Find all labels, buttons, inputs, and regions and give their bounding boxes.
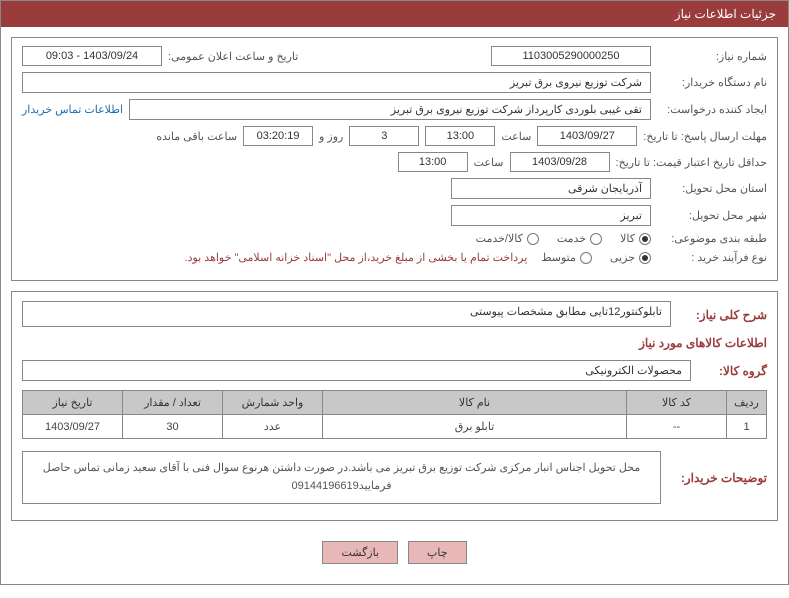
process-medium[interactable]: متوسط [541, 251, 592, 264]
payment-note: پرداخت تمام یا بخشی از مبلغ خرید،از محل … [185, 251, 528, 264]
deadline-label: مهلت ارسال پاسخ: تا تاریخ: [643, 130, 767, 143]
request-creator-label: ایجاد کننده درخواست: [657, 103, 767, 116]
th-qty: تعداد / مقدار [123, 391, 223, 415]
radio-icon [639, 252, 651, 264]
deadline-time-label: ساعت [501, 130, 531, 143]
deadline-time: 13:00 [425, 126, 495, 146]
print-button[interactable]: چاپ [408, 541, 467, 564]
category-goods-service-label: کالا/خدمت [476, 232, 523, 245]
th-row: ردیف [727, 391, 767, 415]
details-section: شماره نیاز: 1103005290000250 تاریخ و ساع… [11, 37, 778, 281]
items-section-title: اطلاعات کالاهای مورد نیاز [22, 336, 767, 350]
province-label: استان محل تحویل: [657, 182, 767, 195]
group-label: گروه کالا: [697, 364, 767, 378]
process-partial-label: جزیی [610, 251, 635, 264]
category-radio-group: کالا خدمت کالا/خدمت [476, 232, 651, 245]
panel-header: جزئیات اطلاعات نیاز [0, 0, 789, 27]
table-header-row: ردیف کد کالا نام کالا واحد شمارش تعداد /… [23, 391, 767, 415]
city-label: شهر محل تحویل: [657, 209, 767, 222]
category-goods-label: کالا [620, 232, 635, 245]
cell-code: -- [627, 415, 727, 439]
cell-date: 1403/09/27 [23, 415, 123, 439]
province-value: آذربایجان شرقی [451, 178, 651, 199]
buyer-notes-value: محل تحویل اجناس انبار مرکزی شرکت توزیع ب… [22, 451, 661, 504]
days-and-label: روز و [319, 130, 343, 143]
category-label: طبقه بندی موضوعی: [657, 232, 767, 245]
description-section: شرح کلی نیاز: تابلوکنتور12تایی مطابق مشخ… [11, 291, 778, 521]
buyer-org-value: شرکت توزیع نیروی برق تبریز [22, 72, 651, 93]
general-desc-value: تابلوکنتور12تایی مطابق مشخصات پیوستی [22, 301, 671, 327]
button-row: چاپ بازگشت [11, 531, 778, 574]
countdown-value: 03:20:19 [243, 126, 313, 146]
request-creator-value: تقی غیبی بلوردی کارپرداز شرکت توزیع نیرو… [129, 99, 651, 120]
radio-icon [590, 233, 602, 245]
min-validity-date: 1403/09/28 [510, 152, 610, 172]
process-partial[interactable]: جزیی [610, 251, 651, 264]
radio-icon [580, 252, 592, 264]
announce-value: 1403/09/24 - 09:03 [22, 46, 162, 66]
cell-unit: عدد [223, 415, 323, 439]
general-desc-label: شرح کلی نیاز: [677, 308, 767, 322]
deadline-date: 1403/09/27 [537, 126, 637, 146]
cell-name: تابلو برق [323, 415, 627, 439]
buyer-notes-label: توضیحات خریدار: [667, 453, 767, 485]
buyer-org-label: نام دستگاه خریدار: [657, 76, 767, 89]
cell-idx: 1 [727, 415, 767, 439]
announce-label: تاریخ و ساعت اعلان عمومی: [168, 50, 298, 63]
need-number-value: 1103005290000250 [491, 46, 651, 66]
radio-icon [527, 233, 539, 245]
remaining-label: ساعت باقی مانده [156, 130, 237, 143]
need-number-label: شماره نیاز: [657, 50, 767, 63]
th-unit: واحد شمارش [223, 391, 323, 415]
contact-buyer-link[interactable]: اطلاعات تماس خریدار [22, 103, 123, 116]
city-value: تبریز [451, 205, 651, 226]
panel-title: جزئیات اطلاعات نیاز [675, 7, 776, 21]
process-medium-label: متوسط [541, 251, 576, 264]
radio-icon [639, 233, 651, 245]
items-table: ردیف کد کالا نام کالا واحد شمارش تعداد /… [22, 390, 767, 439]
cell-qty: 30 [123, 415, 223, 439]
min-validity-time-label: ساعت [474, 156, 504, 169]
days-remaining: 3 [349, 126, 419, 146]
th-name: نام کالا [323, 391, 627, 415]
category-service[interactable]: خدمت [557, 232, 602, 245]
table-row: 1 -- تابلو برق عدد 30 1403/09/27 [23, 415, 767, 439]
min-validity-label: حداقل تاریخ اعتبار قیمت: تا تاریخ: [616, 156, 767, 169]
category-goods-service[interactable]: کالا/خدمت [476, 232, 539, 245]
th-date: تاریخ نیاز [23, 391, 123, 415]
process-radio-group: جزیی متوسط [541, 251, 651, 264]
category-service-label: خدمت [557, 232, 586, 245]
th-code: کد کالا [627, 391, 727, 415]
main-frame: شماره نیاز: 1103005290000250 تاریخ و ساع… [0, 27, 789, 585]
group-value: محصولات الکترونیکی [22, 360, 691, 381]
process-label: نوع فرآیند خرید : [657, 251, 767, 264]
back-button[interactable]: بازگشت [322, 541, 398, 564]
category-goods[interactable]: کالا [620, 232, 651, 245]
min-validity-time: 13:00 [398, 152, 468, 172]
